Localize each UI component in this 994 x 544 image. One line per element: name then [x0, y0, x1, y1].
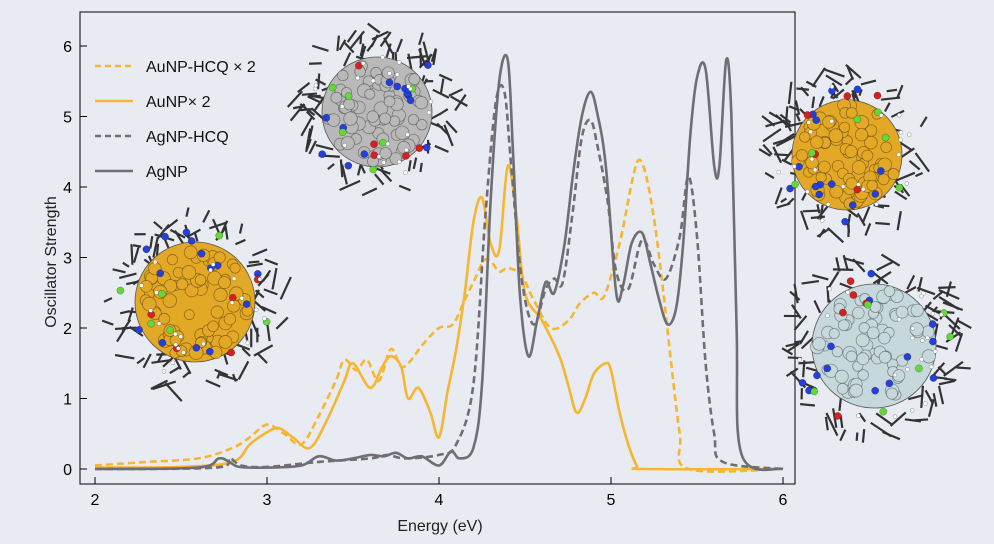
y-axis-label: Oscillator Strength — [43, 196, 60, 328]
y-tick-label: 3 — [63, 251, 72, 268]
legend-label: AuNP× 2 — [146, 94, 211, 111]
gold-nanoparticle-inset — [758, 63, 930, 244]
legend: AuNP-HCQ × 2 AuNP× 2 AgNP-HCQ AgNP — [95, 59, 256, 181]
legend-label: AgNP-HCQ — [146, 129, 229, 146]
x-tick-label: 3 — [263, 492, 272, 509]
series-line-1 — [94, 158, 784, 473]
y-tick-label: 2 — [63, 321, 72, 338]
series-line-2 — [94, 164, 784, 471]
y-axis-ticks: 0 1 2 3 4 5 6 — [63, 39, 87, 479]
series-lines — [94, 53, 784, 473]
x-tick-label: 2 — [91, 492, 100, 509]
silver-nanoparticle-hcq-inset — [781, 253, 972, 443]
legend-label: AuNP-HCQ × 2 — [146, 59, 256, 76]
x-tick-label: 4 — [435, 492, 444, 509]
gold-nanoparticle-hcq-inset — [101, 207, 292, 402]
x-tick-label: 6 — [779, 492, 788, 509]
x-axis-ticks: 2 3 4 5 6 — [91, 477, 788, 509]
series-line-4 — [94, 53, 784, 472]
y-tick-label: 0 — [63, 462, 72, 479]
y-tick-label: 4 — [63, 180, 72, 197]
silver-nanoparticle-inset — [286, 22, 468, 197]
x-axis-label: Energy (eV) — [397, 518, 482, 535]
legend-label: AgNP — [146, 164, 188, 181]
y-tick-label: 6 — [63, 39, 72, 56]
nanoparticle-insets — [101, 22, 972, 443]
y-tick-label: 1 — [63, 392, 72, 409]
x-tick-label: 5 — [607, 492, 616, 509]
y-tick-label: 5 — [63, 110, 72, 127]
series-line-3 — [94, 83, 784, 471]
